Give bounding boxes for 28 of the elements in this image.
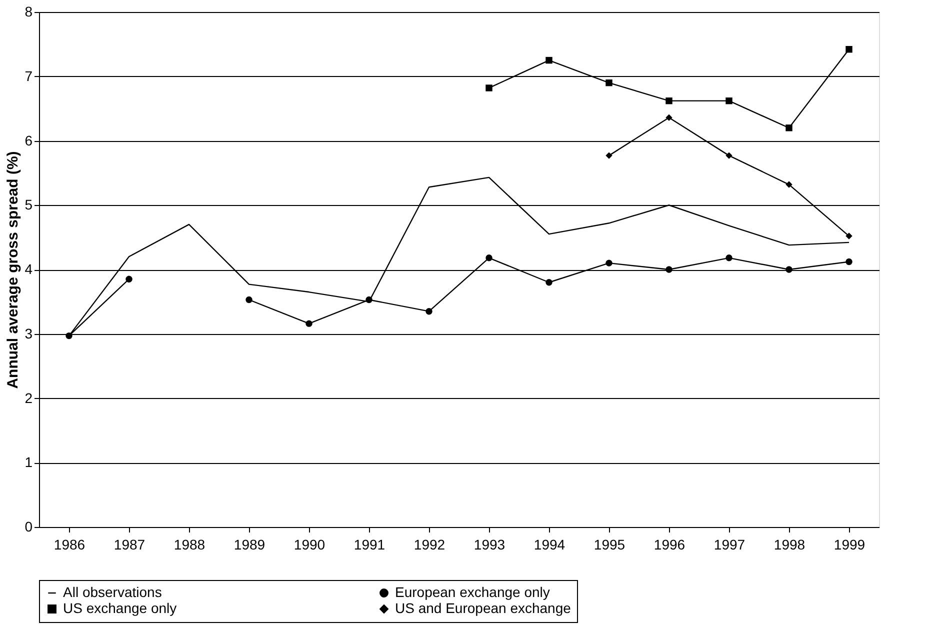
x-tick-label: 1993 [474,536,506,552]
y-tick-label: 6 [24,132,33,148]
x-tick-label: 1991 [354,536,386,552]
y-tick-label: 3 [24,325,33,342]
y-tick-label: 8 [24,4,33,20]
x-tick-label: 1986 [54,536,86,552]
legend-label: All observations [63,584,162,600]
y-tick-label: 4 [24,261,33,277]
legend-label: US and European exchange [395,600,572,616]
x-tick-label: 1989 [234,536,266,552]
y-tick-label: 1 [24,454,33,470]
x-tick-label: 1995 [594,536,626,552]
x-tick-label: 1997 [714,536,746,552]
y-tick-label: 5 [24,196,33,213]
x-tick-label: 1992 [414,536,446,552]
x-tick-label: 1987 [114,536,146,552]
y-tick-label: 0 [24,518,33,534]
x-tick-label: 1990 [294,536,326,552]
x-tick-label: 1999 [834,536,866,552]
x-tick-label: 1994 [534,536,566,552]
x-tick-label: 1988 [174,536,206,552]
legend-label: US exchange only [63,600,177,616]
x-tick-label: 1998 [774,536,806,552]
legend-label: European exchange only [395,584,550,600]
y-axis-title: Annual average gross spread (%) [4,151,22,389]
y-tick-label: 7 [24,68,33,84]
x-tick-label: 1996 [654,536,686,552]
y-tick-label: 2 [24,390,33,406]
